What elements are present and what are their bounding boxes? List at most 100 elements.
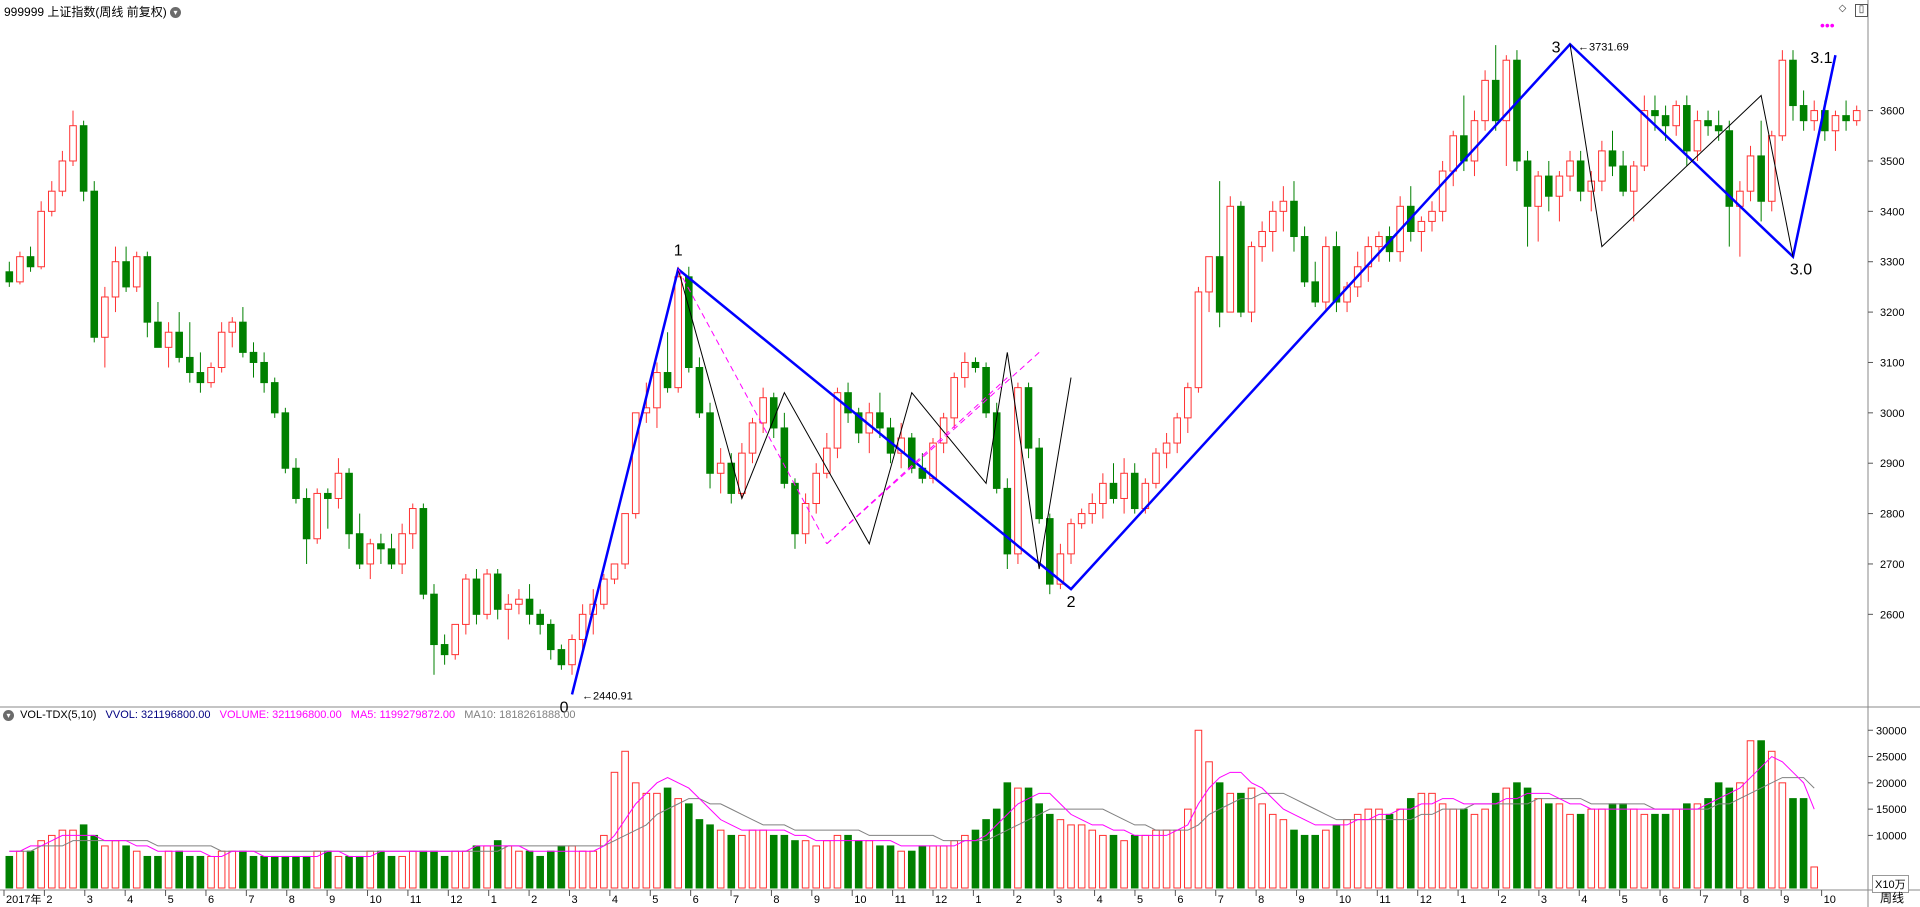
time-tick-label: 2017年 [6, 892, 41, 906]
wave-label: 3 [1552, 39, 1561, 56]
candle-body [1205, 256, 1213, 293]
volume-bar [1226, 792, 1235, 889]
candle-body [1778, 59, 1787, 137]
volume-bar [1396, 808, 1404, 889]
time-tick-label: 5 [168, 894, 174, 906]
candle-body [175, 331, 183, 358]
volume-axis: 30000 25000 20000 15000 10000 [1868, 725, 1907, 842]
candle-body [1332, 246, 1341, 303]
indicator-menu-icon[interactable]: ▾ [3, 709, 14, 721]
volume-bar [47, 834, 56, 889]
candle-body [738, 452, 746, 494]
chevron-down-icon[interactable]: ▾ [170, 7, 182, 19]
period-label[interactable]: 周线 [1880, 891, 1905, 905]
volume-bar [186, 855, 194, 889]
candle-body [1088, 503, 1097, 515]
restore-icon[interactable]: ▯ [1855, 4, 1868, 17]
candle-body [1184, 387, 1192, 419]
candle-body [345, 472, 353, 535]
candle-body [982, 367, 990, 414]
time-tick-label: 10 [1824, 894, 1836, 906]
volume-bar [1799, 798, 1808, 889]
candle-body [122, 261, 130, 288]
candle-body [249, 351, 258, 363]
time-tick-label: 9 [329, 894, 335, 906]
volume-bar [1258, 803, 1266, 889]
candle-body [58, 160, 67, 192]
volume-bar [1587, 808, 1596, 889]
candle-body [1311, 281, 1320, 303]
volume-bar [653, 792, 661, 889]
volume-bar [1545, 803, 1553, 889]
candle-body [355, 533, 364, 565]
volume-bar [1141, 834, 1150, 889]
volume-bar [451, 850, 460, 889]
candle-body [1226, 205, 1235, 313]
candle-body [1534, 175, 1542, 207]
volume-bar [1810, 866, 1819, 889]
diamond-icon[interactable]: ◇ [1838, 3, 1847, 14]
time-tick-label: 4 [1581, 894, 1587, 906]
price-tick-label: 3000 [1880, 408, 1904, 420]
candle-body [1545, 175, 1553, 197]
volume-bar [377, 850, 385, 889]
volume-bars [5, 729, 1819, 889]
volume-bar [1290, 829, 1298, 889]
volume-bar [1714, 782, 1723, 889]
candle-body [1067, 523, 1075, 555]
volume-bar [971, 829, 980, 889]
volume-bar [1704, 798, 1712, 889]
candle-body [1130, 472, 1139, 510]
candle-body [472, 578, 481, 615]
volume-bar [812, 845, 821, 889]
candle-body [334, 472, 343, 499]
volume-bar [727, 834, 736, 889]
ma10-value: MA10: 1818261888.00 [464, 709, 576, 721]
candle-body [313, 492, 321, 540]
volume-bar [37, 840, 45, 889]
volume-bar [1513, 782, 1521, 889]
wave-label: 3.1 [1810, 50, 1832, 67]
time-tick-label: 3 [571, 894, 577, 906]
candle-body [1258, 230, 1266, 248]
candle-body [1449, 135, 1458, 172]
candle-body [546, 623, 555, 651]
candle-body [1215, 256, 1224, 313]
volume-bar [408, 850, 417, 889]
volume-bar [462, 850, 470, 889]
ma5-value: MA5: 1199279872.00 [350, 709, 456, 721]
candle-body [281, 412, 290, 469]
volume-bar [992, 808, 1001, 889]
volume-bar [239, 850, 247, 889]
volume-bar [1237, 792, 1245, 889]
volume-bar [69, 829, 77, 889]
candle-body [1077, 513, 1086, 525]
volume-bar [897, 850, 905, 889]
dots-marker: ••• [1820, 17, 1835, 33]
candle-body [780, 427, 789, 484]
candle-body [1789, 59, 1797, 107]
volume-bar [270, 855, 279, 889]
vol-indicator-name[interactable]: VOL-TDX(5,10) [20, 709, 97, 721]
volume-bar [1343, 819, 1351, 889]
volume-bar [1651, 813, 1659, 889]
candle-body [1438, 170, 1447, 212]
candle-body [154, 321, 162, 348]
candle-body [610, 563, 619, 580]
candle-body [1237, 205, 1245, 313]
low-price-label: ←2440.91 [582, 690, 633, 702]
volume-bar [631, 782, 640, 889]
volume-bar [1629, 808, 1638, 889]
dashed-wave-line [677, 269, 828, 545]
candle-body [706, 412, 714, 474]
candle-body [1491, 79, 1500, 122]
candle-body [1831, 115, 1840, 132]
volume-bar [716, 829, 725, 889]
candle-body [260, 361, 268, 384]
volume-bar [1640, 813, 1649, 889]
candle-body [1852, 110, 1861, 122]
volume-bar [663, 787, 672, 889]
volume-bar [1014, 787, 1022, 889]
time-tick-label: 10 [1339, 894, 1351, 906]
